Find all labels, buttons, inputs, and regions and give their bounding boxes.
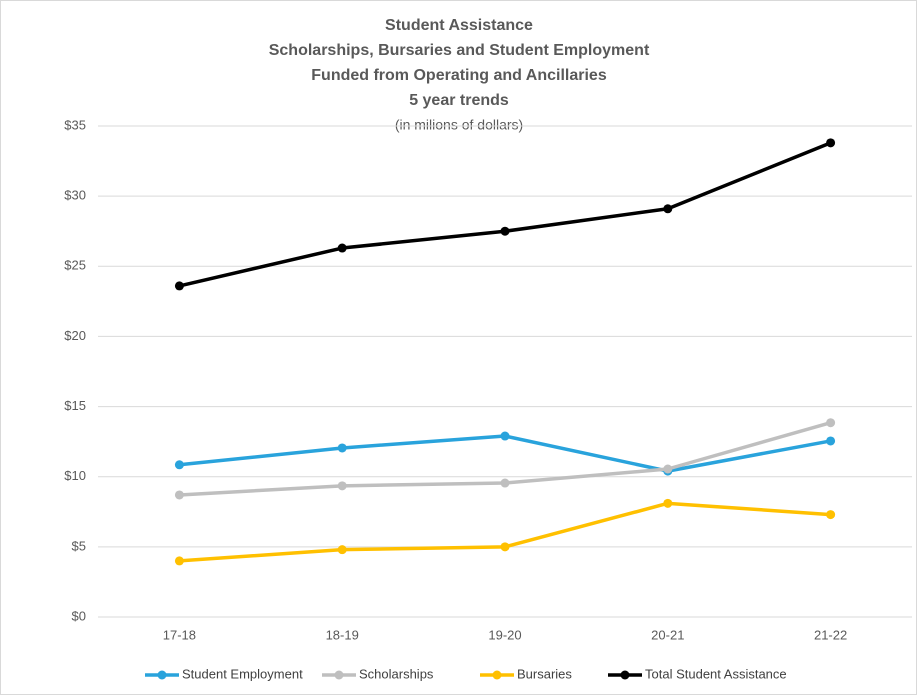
- legend-swatch: [620, 670, 630, 680]
- data-point: [500, 431, 510, 441]
- data-point: [663, 498, 673, 508]
- chart-subtitle: Funded from Operating and Ancillaries: [311, 67, 607, 84]
- data-point: [174, 490, 184, 500]
- data-point: [337, 243, 347, 253]
- data-point: [826, 510, 836, 520]
- y-tick-label: $20: [64, 328, 86, 343]
- x-tick-label: 17-18: [163, 627, 196, 642]
- data-point: [174, 556, 184, 566]
- data-point: [337, 481, 347, 491]
- chart-note: (in milions of dollars): [395, 117, 523, 133]
- data-point: [826, 436, 836, 446]
- y-tick-label: $0: [72, 608, 86, 623]
- legend-label: Scholarships: [359, 666, 434, 681]
- y-tick-label: $35: [64, 117, 86, 132]
- data-point: [663, 204, 673, 214]
- data-point: [826, 138, 836, 148]
- y-tick-label: $25: [64, 258, 86, 273]
- y-tick-label: $15: [64, 398, 86, 413]
- legend-label: Total Student Assistance: [645, 666, 787, 681]
- data-point: [663, 464, 673, 474]
- data-point: [174, 460, 184, 470]
- data-point: [337, 545, 347, 555]
- chart-title: Student Assistance: [385, 17, 533, 34]
- legend-label: Bursaries: [517, 666, 572, 681]
- x-tick-label: 20-21: [651, 627, 684, 642]
- chart-subtitle: 5 year trends: [409, 92, 509, 109]
- x-tick-label: 21-22: [814, 627, 847, 642]
- x-tick-label: 18-19: [326, 627, 359, 642]
- legend-swatch: [157, 670, 167, 680]
- chart-subtitle: Scholarships, Bursaries and Student Empl…: [269, 42, 650, 59]
- data-point: [826, 418, 836, 428]
- x-tick-label: 19-20: [488, 627, 521, 642]
- y-tick-label: $30: [64, 188, 86, 203]
- y-tick-label: $5: [72, 538, 86, 553]
- legend-label: Student Employment: [182, 666, 303, 681]
- legend-swatch: [492, 670, 502, 680]
- legend-swatch: [334, 670, 344, 680]
- data-point: [337, 443, 347, 453]
- data-point: [500, 542, 510, 552]
- y-tick-label: $10: [64, 468, 86, 483]
- data-point: [174, 281, 184, 291]
- data-point: [500, 478, 510, 488]
- data-point: [500, 226, 510, 236]
